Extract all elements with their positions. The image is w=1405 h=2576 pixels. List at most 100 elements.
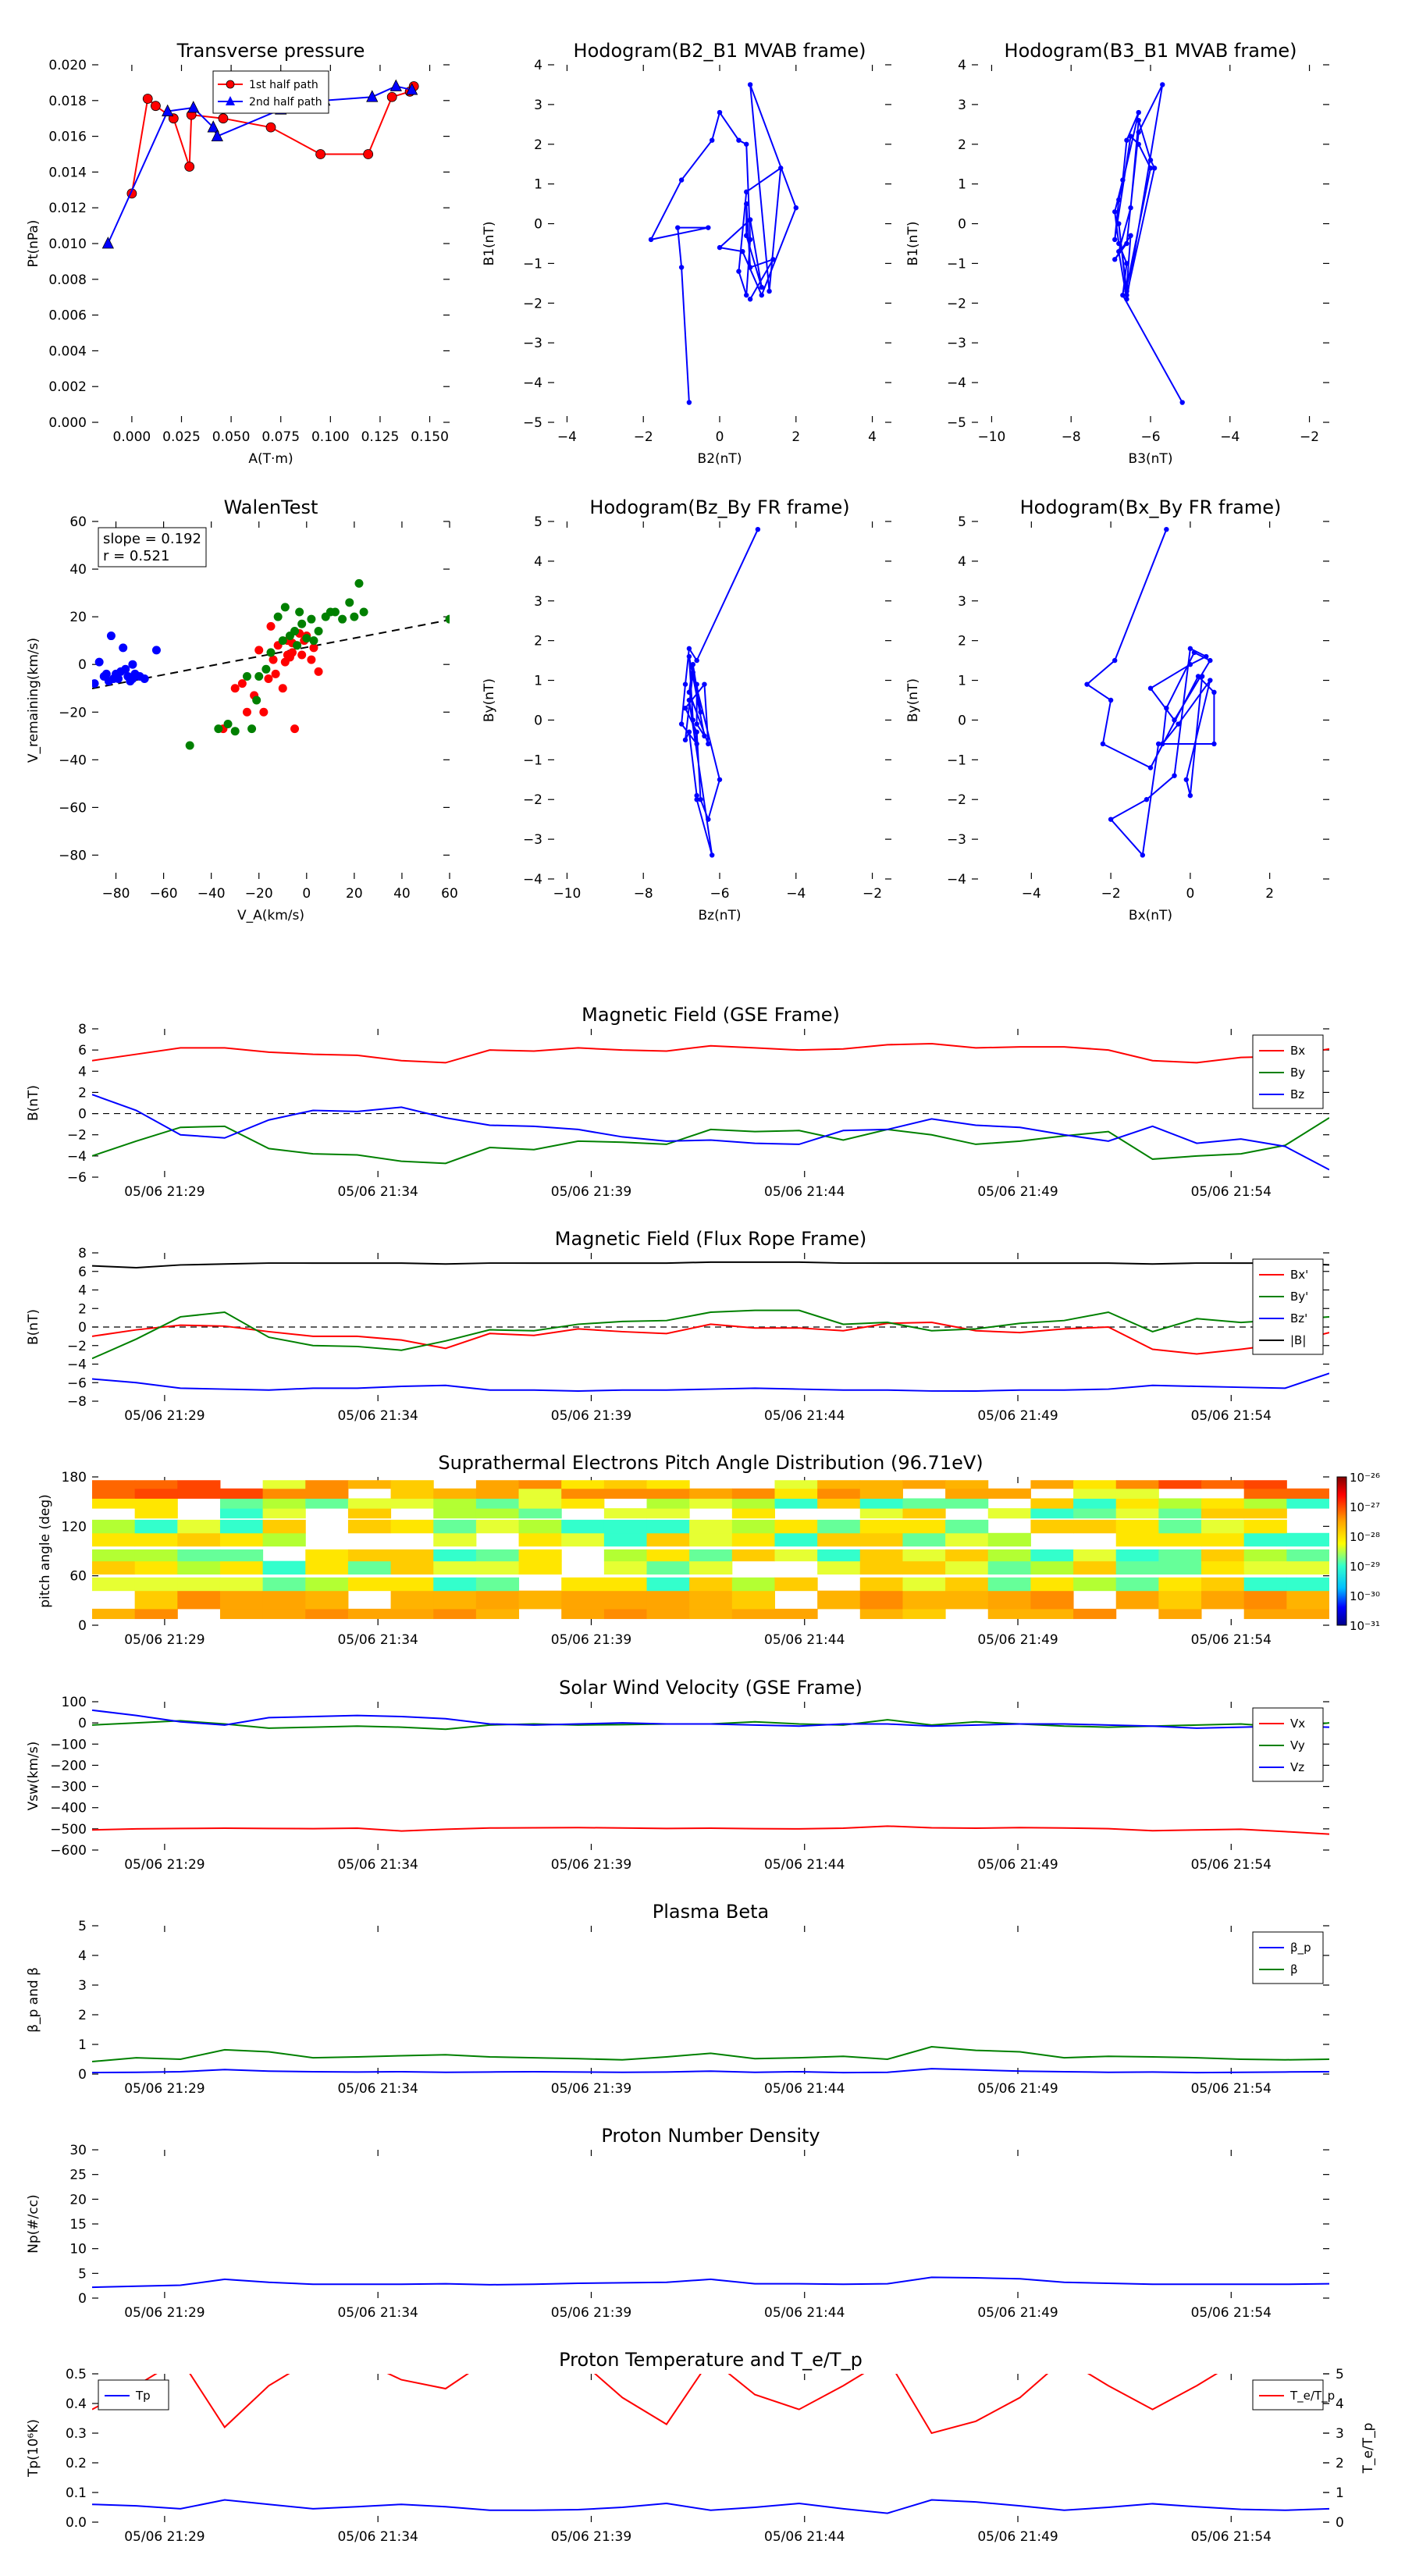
heat-cell-16-8 <box>774 1498 818 1509</box>
x-tick-label-6-1: 05/06 21:34 <box>337 1184 418 1200</box>
data-point-0-1-4 <box>211 129 223 142</box>
x-tick-label-6-4: 05/06 21:49 <box>977 1184 1058 1200</box>
x-tick-label-3-7: 60 <box>441 886 458 902</box>
heat-cell-21-3 <box>987 1560 1031 1575</box>
heat-cell-26-4 <box>1201 1549 1245 1562</box>
data-point-2-0-9 <box>1112 237 1118 243</box>
x-tick-label-3-5: 20 <box>346 886 363 902</box>
y-tick-label-7-5: 2 <box>78 1301 87 1317</box>
y-tick-label-4-8: 4 <box>534 554 542 570</box>
heat-cell-1-9 <box>134 1488 178 1499</box>
heat-cell-19-6 <box>902 1519 946 1534</box>
heat-cell-20-9 <box>945 1488 989 1499</box>
heat-cell-0-2 <box>92 1577 136 1592</box>
x-tick-label-12-4: 05/06 21:49 <box>977 2529 1058 2545</box>
heat-cell-13-8 <box>646 1498 690 1509</box>
data-point-5-0-25 <box>1183 777 1190 782</box>
heat-cell-21-7 <box>987 1508 1031 1519</box>
plot-area-5 <box>1084 526 1217 858</box>
y-tick-label-6-1: −4 <box>67 1149 87 1165</box>
heat-cell-19-7 <box>902 1508 946 1519</box>
y-tick-label-12r-2: 2 <box>1336 2456 1344 2471</box>
chart-panel-12: Proton Temperature and T_e/T_p 05/06 21:2… <box>26 2349 1376 2545</box>
heat-cell-22-4 <box>1030 1549 1074 1562</box>
data-point-5-0-13 <box>1172 773 1177 778</box>
x-tick-label-4-4: −2 <box>863 886 882 902</box>
data-point-3-2-12 <box>280 603 290 612</box>
data-point-0-0-1 <box>142 94 153 104</box>
heat-cell-23-3 <box>1073 1560 1117 1575</box>
data-point-4-0-21 <box>690 662 695 667</box>
heat-cell-18-3 <box>859 1560 903 1575</box>
heat-cell-20-2 <box>945 1577 989 1592</box>
data-point-3-2-22 <box>338 614 347 624</box>
data-point-4-0-2 <box>686 646 692 652</box>
series-line-0-1 <box>107 85 412 244</box>
data-point-2-0-11 <box>1136 141 1141 147</box>
y-tick-label-11-3: 15 <box>69 2217 87 2233</box>
data-point-3-0-18 <box>101 669 111 678</box>
data-point-5-0-24 <box>1208 678 1213 683</box>
plot-area-8 <box>92 1480 1329 1620</box>
data-point-0-0-9 <box>363 149 374 159</box>
heat-cell-6-4 <box>347 1549 392 1562</box>
y-axis-label-9: Vsw(km/s) <box>26 1742 41 1811</box>
legend-box-0 <box>212 70 329 114</box>
data-point-3-1-22 <box>309 643 318 653</box>
heat-cell-28-2 <box>1286 1577 1329 1592</box>
data-point-1-0-5 <box>678 177 685 183</box>
heat-cell-28-3 <box>1286 1560 1329 1575</box>
x-tick-label-8-5: 05/06 21:54 <box>1191 1632 1272 1648</box>
x-tick-label-9-2: 05/06 21:39 <box>551 1857 631 1873</box>
chart-title-7: Magnetic Field (Flux Rope Frame) <box>555 1228 866 1250</box>
heat-cell-14-0 <box>689 1608 733 1620</box>
heat-cell-6-3 <box>347 1560 392 1575</box>
data-point-1-0-4 <box>648 237 654 243</box>
legend-box-9 <box>1252 1707 1324 1782</box>
data-point-2-0-23 <box>1147 157 1154 163</box>
data-point-5-0-0 <box>1164 526 1169 532</box>
heat-cell-23-0 <box>1073 1608 1117 1620</box>
y-tick-label-1-7: 2 <box>534 137 542 153</box>
legend-label-7-1: By' <box>1290 1290 1308 1304</box>
legend-label-7-0: Bx' <box>1290 1268 1308 1282</box>
y-tick-label-6-6: 6 <box>78 1043 87 1059</box>
data-point-3-2-2 <box>223 720 233 729</box>
plot-area-2 <box>1112 82 1185 405</box>
y-tick-label-12-1: 0.1 <box>66 2485 87 2501</box>
heat-cell-14-2 <box>689 1577 733 1592</box>
heat-cell-24-8 <box>1115 1498 1159 1509</box>
data-point-3-2-17 <box>307 614 316 624</box>
heat-cell-19-3 <box>902 1560 946 1575</box>
heat-cell-4-8 <box>262 1498 306 1509</box>
data-point-3-2-16 <box>302 634 311 643</box>
data-point-4-0-24 <box>694 721 699 727</box>
heat-cell-23-7 <box>1073 1508 1117 1519</box>
x-tick-label-4-2: −6 <box>710 886 729 902</box>
y-tick-label-1-1: −4 <box>523 375 542 391</box>
data-point-2-0-3 <box>1116 240 1122 247</box>
data-point-1-0-11 <box>744 292 749 298</box>
x-tick-label-8-0: 05/06 21:29 <box>124 1632 205 1648</box>
x-tick-label-7-1: 05/06 21:34 <box>337 1408 418 1424</box>
data-point-0-0-4 <box>184 162 195 172</box>
heat-cell-0-9 <box>92 1488 136 1499</box>
x-tick-label-0-2: 0.050 <box>212 429 251 445</box>
chart-title-12: Proton Temperature and T_e/T_p <box>559 2349 863 2371</box>
y-tick-label-10-5: 5 <box>78 1919 87 1934</box>
heat-cell-26-8 <box>1201 1498 1245 1509</box>
legend-label-10-0: β_p <box>1290 1941 1311 1955</box>
heat-cell-18-4 <box>859 1549 903 1562</box>
data-point-3-0-16 <box>140 674 149 684</box>
heat-cell-11-9 <box>561 1488 605 1499</box>
heat-cell-9-1 <box>475 1590 520 1610</box>
data-point-2-0-21 <box>1128 205 1133 211</box>
heat-cell-7-1 <box>390 1590 434 1610</box>
heat-cell-27-8 <box>1243 1498 1287 1509</box>
x-tick-label-9-3: 05/06 21:44 <box>764 1857 845 1873</box>
series-line-6-0 <box>92 1042 1329 1064</box>
heat-cell-25-5 <box>1158 1532 1202 1547</box>
y-tick-label-1-4: −1 <box>523 256 542 272</box>
heat-cell-3-0 <box>219 1608 264 1620</box>
x-tick-label-6-5: 05/06 21:54 <box>1191 1184 1272 1200</box>
